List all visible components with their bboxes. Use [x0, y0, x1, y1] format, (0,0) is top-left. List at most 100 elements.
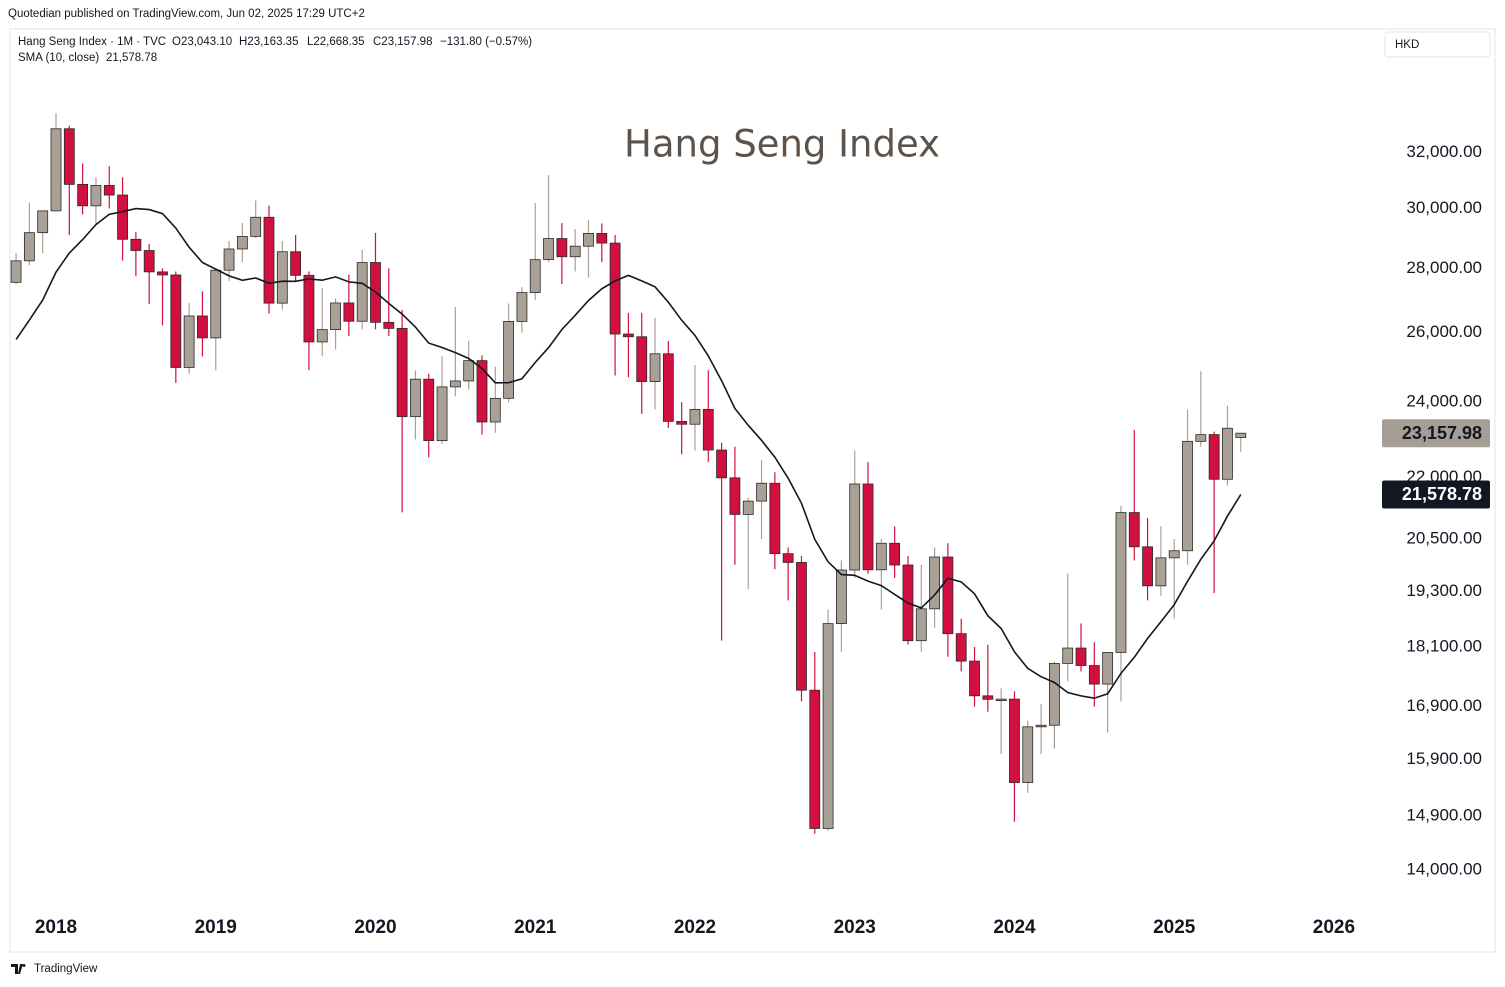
candle-body	[1009, 698, 1020, 783]
candle-body	[37, 210, 49, 234]
candle-body	[449, 380, 461, 388]
candle-body	[356, 262, 368, 322]
candle-body	[210, 269, 222, 339]
symbol-info: Hang Seng Index · 1M · TVC	[18, 36, 166, 48]
candle-body	[1222, 427, 1233, 480]
candle-body	[103, 185, 115, 196]
price-label: 21,578.78	[1402, 484, 1482, 504]
ohlc-low: L22,668.35	[307, 36, 365, 48]
candle-body	[1195, 434, 1207, 442]
candle-body	[995, 698, 1007, 702]
candle-body	[330, 302, 341, 331]
candle-body	[822, 623, 834, 829]
candle-body	[77, 183, 89, 207]
candle-body	[1088, 665, 1100, 685]
candle-body	[250, 216, 262, 237]
candle-body	[170, 274, 182, 368]
footer-brand: TradingView	[34, 963, 98, 975]
candle-body	[609, 242, 621, 335]
candle-body	[463, 360, 475, 382]
sma-legend: SMA (10, close)	[18, 52, 99, 64]
candle-body	[729, 477, 741, 515]
candle-body	[889, 542, 901, 566]
y-tick-label: 18,100.00	[1406, 637, 1482, 656]
candles	[10, 113, 1247, 834]
x-tick-label: 2020	[354, 917, 396, 938]
candle-body	[649, 353, 661, 383]
ohlc-change: −131.80 (−0.57%)	[440, 36, 532, 48]
candle-body	[1235, 432, 1247, 438]
price-label: 23,157.98	[1402, 423, 1482, 443]
price-label-box	[1382, 419, 1490, 448]
candle-body	[662, 353, 674, 422]
candle-body	[875, 542, 887, 571]
candle-body	[1062, 647, 1074, 664]
candle-body	[63, 128, 75, 185]
candle-body	[702, 408, 714, 451]
y-tick-label: 26,000.00	[1406, 322, 1482, 341]
candle-body	[982, 695, 994, 700]
publisher-line: Quotedian published on TradingView.com, …	[8, 8, 365, 20]
candle-body	[343, 302, 355, 322]
x-tick-label: 2021	[514, 917, 557, 938]
y-tick-label: 30,000.00	[1406, 198, 1482, 217]
y-tick-label: 32,000.00	[1406, 142, 1482, 161]
y-tick-label: 24,000.00	[1406, 392, 1482, 411]
candle-body	[396, 327, 408, 418]
candle-body	[1048, 663, 1060, 726]
candle-body	[1155, 557, 1167, 587]
candle-body	[516, 292, 528, 322]
x-tick-label: 2026	[1313, 917, 1355, 938]
candle-body	[489, 397, 501, 423]
candle-body	[1022, 726, 1034, 783]
candle-body	[1075, 647, 1087, 666]
x-tick-label: 2024	[993, 917, 1036, 938]
ohlc-close: C23,157.98	[373, 36, 432, 48]
x-tick-label: 2018	[35, 917, 77, 938]
candle-body	[276, 251, 288, 304]
candle-body	[1208, 434, 1220, 480]
candle-body	[383, 321, 395, 329]
sma-legend-value: 21,578.78	[106, 52, 157, 64]
y-tick-label: 14,900.00	[1406, 805, 1482, 824]
candle-body	[23, 232, 35, 262]
candle-body	[929, 556, 940, 610]
candle-body	[915, 608, 927, 642]
candle-body	[543, 238, 554, 261]
candle-body	[10, 260, 22, 283]
candle-body	[569, 245, 581, 258]
candle-body	[476, 360, 488, 423]
currency-button[interactable]	[1384, 31, 1491, 58]
candle-body	[236, 236, 248, 250]
candle-body	[316, 329, 328, 343]
candle-body	[849, 483, 861, 571]
candle-body	[769, 482, 781, 555]
candle-body	[809, 689, 821, 829]
candle-body	[716, 449, 728, 479]
candle-body	[529, 259, 541, 293]
currency-label: HKD	[1395, 39, 1419, 51]
candle-body	[197, 315, 208, 339]
sma-line	[15, 207, 1242, 700]
candle-body	[796, 562, 807, 691]
candle-body	[1115, 512, 1127, 653]
candle-body	[130, 238, 142, 251]
candle-body	[223, 248, 235, 271]
candle-body	[942, 556, 954, 635]
candle-body	[436, 386, 448, 442]
candle-body	[157, 271, 168, 276]
candle-body	[183, 315, 195, 368]
candle-body	[117, 194, 128, 240]
x-tick-label: 2019	[195, 917, 237, 938]
candle-body	[556, 238, 568, 258]
candle-body	[423, 378, 435, 442]
ohlc-open: O23,043.10	[172, 36, 232, 48]
y-tick-label: 19,300.00	[1406, 581, 1482, 600]
y-tick-label: 16,900.00	[1406, 696, 1482, 715]
y-tick-label: 20,500.00	[1406, 528, 1482, 547]
candle-body	[623, 333, 634, 338]
candle-body	[1182, 440, 1193, 552]
x-tick-label: 2023	[834, 917, 876, 938]
candle-body	[503, 321, 515, 399]
